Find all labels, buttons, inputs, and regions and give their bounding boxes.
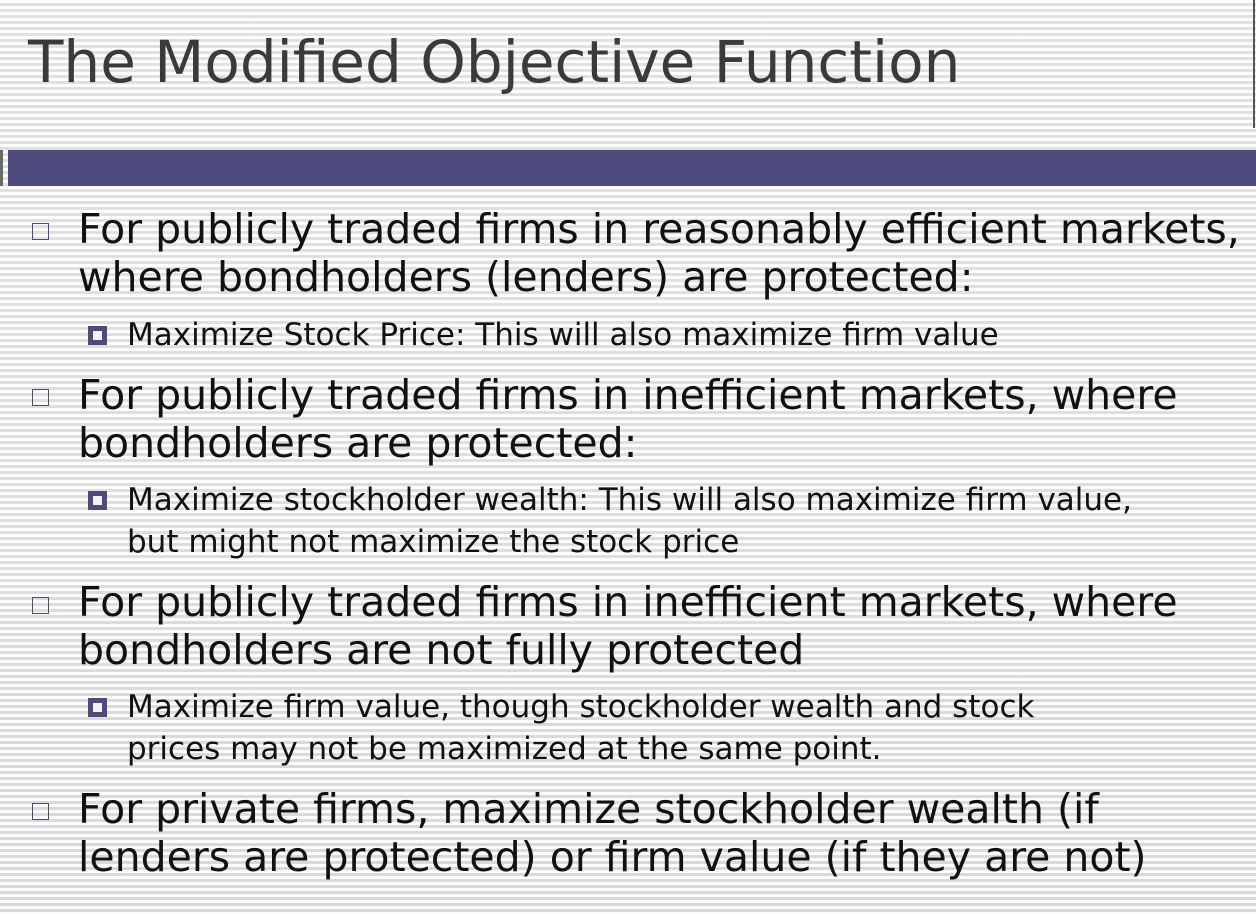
- title-bar-edge: [0, 150, 3, 186]
- slide-title: The Modified Objective Function: [28, 28, 961, 96]
- bullet-line: For private firms, maximize stockholder …: [78, 785, 1099, 833]
- bullet-line: bondholders are protected:: [78, 419, 638, 467]
- sub-bullet-line: Maximize firm value, though stockholder …: [127, 689, 1035, 725]
- bullet-line: For publicly traded firms in inefficient…: [78, 578, 1178, 626]
- sub-bullet-line: but might not maximize the stock price: [127, 524, 740, 560]
- sub-bullet-line: Maximize stockholder wealth: This will a…: [127, 482, 1132, 518]
- bullet-line: For publicly traded firms in reasonably …: [78, 205, 1240, 253]
- filled-square-bullet-icon: [88, 491, 107, 510]
- hollow-square-bullet-icon: [32, 597, 49, 614]
- sub-bullet-line: Maximize Stock Price: This will also max…: [127, 317, 999, 353]
- sub-bullet-line: prices may not be maximized at the same …: [127, 731, 882, 767]
- hollow-square-bullet-icon: [32, 223, 49, 240]
- title-accent-bar: [8, 150, 1256, 186]
- bullet-line: For publicly traded firms in inefficient…: [78, 371, 1178, 419]
- hollow-square-bullet-icon: [32, 389, 49, 406]
- bullet-line: bondholders are not fully protected: [78, 626, 805, 674]
- hollow-square-bullet-icon: [32, 803, 49, 820]
- title-edge-line: [1253, 0, 1255, 128]
- bullet-line: lenders are protected) or firm value (if…: [78, 833, 1147, 881]
- filled-square-bullet-icon: [88, 326, 107, 345]
- filled-square-bullet-icon: [88, 698, 107, 717]
- bullet-line: where bondholders (lenders) are protecte…: [78, 253, 974, 301]
